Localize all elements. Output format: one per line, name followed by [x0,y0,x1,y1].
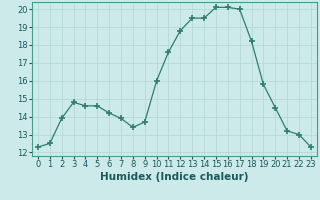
X-axis label: Humidex (Indice chaleur): Humidex (Indice chaleur) [100,172,249,182]
